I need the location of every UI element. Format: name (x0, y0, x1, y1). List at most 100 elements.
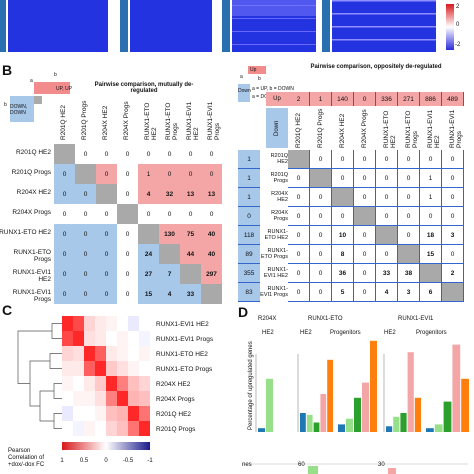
dendro-branch (51, 323, 62, 339)
right-cell: 0 (354, 226, 376, 245)
panel-a-stripe (332, 13, 436, 15)
left-col-label: RUNX1-ETO Progs (165, 102, 179, 140)
right-col-count: 489 (442, 92, 464, 106)
corr-cell (106, 391, 117, 406)
right-header-down: Down (266, 108, 288, 148)
corr-cbar-tick: -1 (147, 458, 153, 464)
d-bottom-3: 30 (378, 462, 385, 468)
corr-row-label: R201Q Progs (156, 426, 196, 433)
corr-cell (62, 316, 73, 331)
left-cell: 1 (138, 164, 159, 184)
left-col-label: RUNX1-EVI1 HE2 (186, 101, 200, 140)
left-col-label: RUNX1-EVI1 Progs (207, 101, 221, 140)
right-cell: 2 (442, 264, 464, 283)
right-col-label: R201Q HE2 (295, 112, 302, 148)
left-cell: 0 (75, 284, 96, 304)
right-col-count: 271 (398, 92, 420, 106)
corr-colorbar (62, 442, 150, 450)
left-col-label: R204X Progs (123, 101, 130, 140)
panel-a-heatmaps (0, 0, 454, 52)
left-cell: 0 (54, 184, 75, 204)
panel-a-cbar-tick-mid: 0 (456, 22, 460, 28)
left-cell: 33 (180, 284, 201, 304)
left-cell (54, 144, 75, 164)
right-col-count: 886 (420, 92, 442, 106)
d-bar (434, 424, 443, 432)
right-cell: 0 (442, 169, 464, 188)
d-group-r204x: R204X (258, 316, 277, 322)
right-cell (376, 226, 398, 245)
right-row-label: R204X Progs (271, 210, 288, 222)
left-cell: 0 (117, 244, 138, 264)
right-legend-a: a (240, 74, 243, 80)
corr-cell (84, 361, 95, 376)
panel-a-stripe (232, 18, 316, 19)
right-row-label: RUNX1-ETO Progs (260, 248, 288, 260)
panel-a-block-3 (130, 0, 212, 52)
corr-cell (84, 346, 95, 361)
left-row-label: R201Q HE2 (15, 149, 51, 156)
left-cell: 0 (159, 164, 180, 184)
corr-cell (62, 406, 73, 421)
right-cell: 36 (332, 264, 354, 283)
right-cell (398, 245, 420, 264)
corr-row-label: RUNX1-EVI1 Progs (156, 336, 214, 343)
right-row-count: 1 (238, 150, 260, 169)
right-cell: 0 (288, 283, 310, 302)
right-cell (420, 264, 442, 283)
corr-cell (62, 376, 73, 391)
left-cell: 0 (75, 144, 96, 164)
panel-a-stripe (232, 31, 316, 32)
d-bar (306, 414, 313, 432)
panel-a-stripe (232, 31, 316, 32)
corr-cell (117, 421, 128, 436)
right-col-count: 1 (310, 92, 332, 106)
corr-cell (106, 421, 117, 436)
right-cell (332, 188, 354, 207)
right-cell: 0 (398, 150, 420, 169)
corr-row-label: RUNX1-EVI1 HE2 (156, 321, 209, 328)
d-bar (370, 340, 377, 432)
right-cell: 0 (332, 150, 354, 169)
d-bar (313, 422, 320, 432)
left-cell: 0 (96, 144, 117, 164)
right-row-label: R201Q Progs (270, 172, 288, 184)
right-cell: 0 (288, 169, 310, 188)
right-row-count: 355 (238, 264, 260, 283)
corr-cell (128, 316, 139, 331)
left-cell (75, 164, 96, 184)
right-cell (310, 169, 332, 188)
left-col-label: R204X HE2 (102, 105, 109, 140)
corr-cell (128, 421, 139, 436)
dendro-branch (17, 330, 52, 384)
left-cell: 0 (201, 204, 222, 224)
right-row-count: 89 (238, 245, 260, 264)
left-col-label: R201Q HE2 (60, 104, 67, 140)
corr-row-label: RUNX1-ETO Progs (156, 366, 213, 373)
left-row-label: RUNX1-EVI1 Progs (12, 289, 51, 303)
panel-a-stripe (232, 44, 316, 45)
left-cell: 0 (54, 204, 75, 224)
cbar-title-2: Correlation of (8, 455, 45, 461)
d-bar (346, 418, 353, 432)
right-row-count: 1 (238, 169, 260, 188)
left-cell: 0 (117, 224, 138, 244)
panel-d-barcharts (242, 340, 469, 474)
right-col-label: RUNX1-ETO Progs (405, 110, 419, 148)
left-cell (117, 204, 138, 224)
panel-a-stripe (332, 0, 436, 2)
panel-a-stripe (232, 44, 316, 45)
corr-row-label: R201Q HE2 (156, 411, 191, 418)
right-cell: 0 (420, 150, 442, 169)
corr-cell (73, 406, 84, 421)
legend-down-box (10, 96, 34, 122)
corr-cell (117, 406, 128, 421)
legend-up-box (34, 82, 70, 94)
panel-a-stripe (232, 18, 316, 19)
legend-down-text: DOWN, DOWN (10, 104, 28, 116)
corr-cell (117, 391, 128, 406)
panel-a-stripe (232, 18, 316, 19)
right-cell: 0 (376, 169, 398, 188)
right-col-count: 0 (354, 92, 376, 106)
panel-a-stripe (232, 44, 316, 45)
